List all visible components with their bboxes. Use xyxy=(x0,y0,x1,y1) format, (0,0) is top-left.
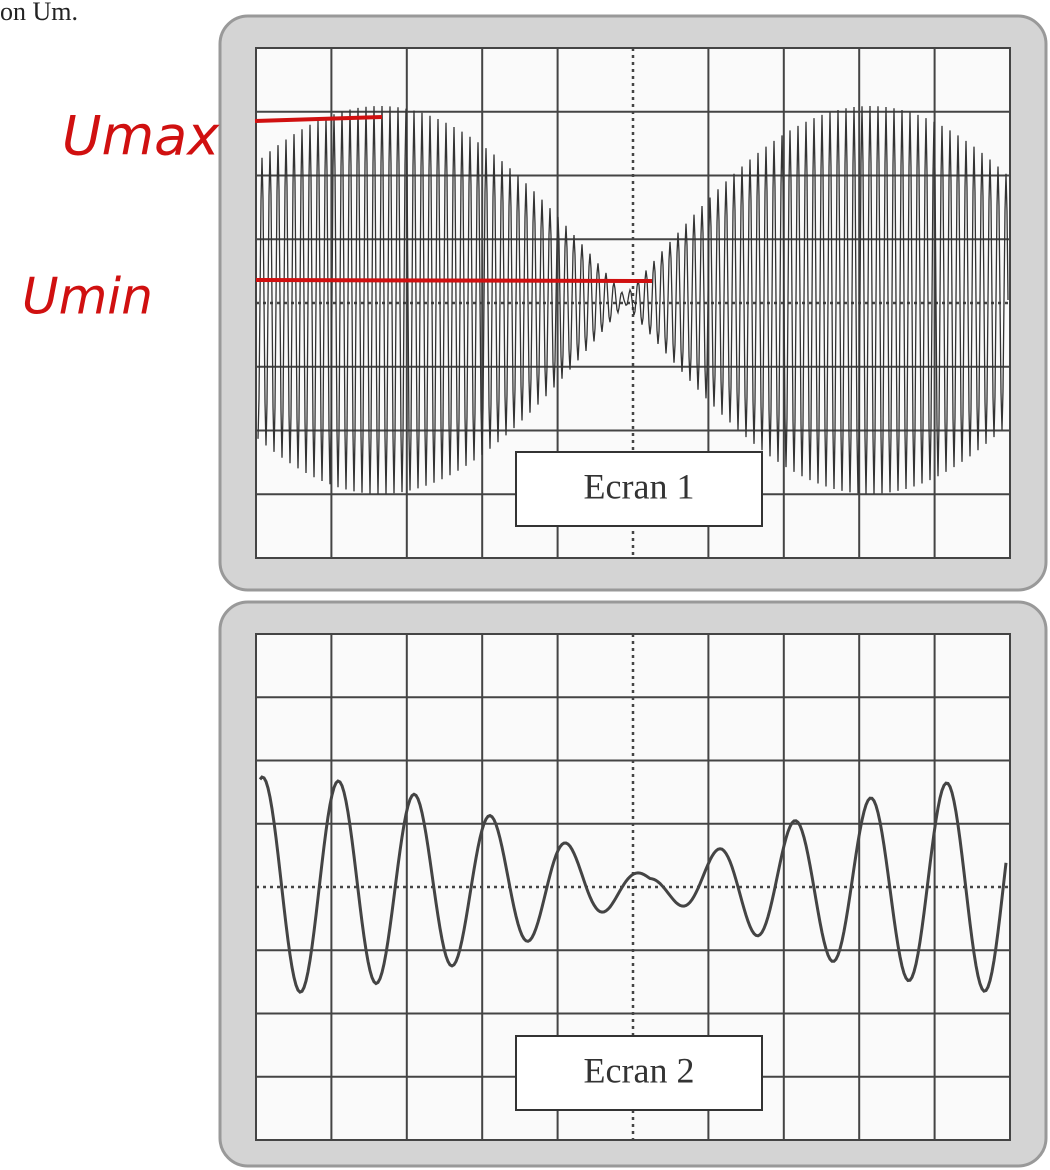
header-text: on Um. xyxy=(0,0,78,26)
annotation-umax: Umax xyxy=(62,105,220,168)
min-line xyxy=(256,280,652,281)
screen-label: Ecran 2 xyxy=(584,1050,695,1090)
page: on Um. Ecran 1 Umax Umin Ecran 2 (() => … xyxy=(0,0,1050,1170)
annotation-umin: Umin xyxy=(22,268,153,326)
screen-label: Ecran 1 xyxy=(584,466,695,506)
figure: on Um. Ecran 1 Umax Umin Ecran 2 xyxy=(0,0,1050,1170)
